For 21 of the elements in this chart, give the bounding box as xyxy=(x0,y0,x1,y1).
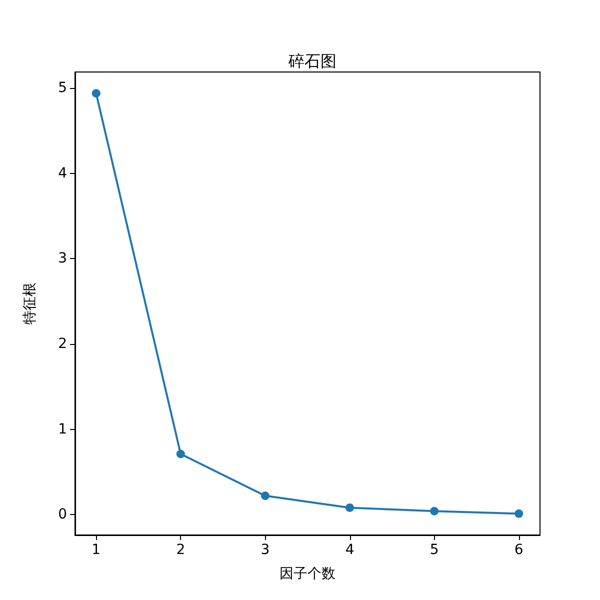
point xyxy=(514,509,524,518)
chart-title: 碎石图 xyxy=(288,52,336,70)
y-tick-label: 5 xyxy=(58,80,67,96)
x-tick-label: 2 xyxy=(176,542,186,558)
x-tick-label: 1 xyxy=(92,542,101,558)
x-axis-title: 因子个数 xyxy=(280,566,336,582)
y-tick-label: 4 xyxy=(58,165,68,182)
x-tick-label: 5 xyxy=(430,542,439,558)
x-tick-label: 4 xyxy=(345,542,354,558)
point xyxy=(430,506,439,516)
point xyxy=(176,450,185,458)
y-axis-title: 特征根 xyxy=(22,282,38,324)
point xyxy=(346,503,354,512)
point xyxy=(92,89,100,98)
y-tick-label: 1 xyxy=(58,421,67,438)
y-tick-label: 3 xyxy=(58,250,67,267)
x-tick-label: 6 xyxy=(514,542,524,558)
y-tick-label: 0 xyxy=(58,506,67,523)
y-tick-label: 2 xyxy=(58,336,67,352)
x-tick-label: 3 xyxy=(260,542,270,558)
point xyxy=(260,492,270,500)
